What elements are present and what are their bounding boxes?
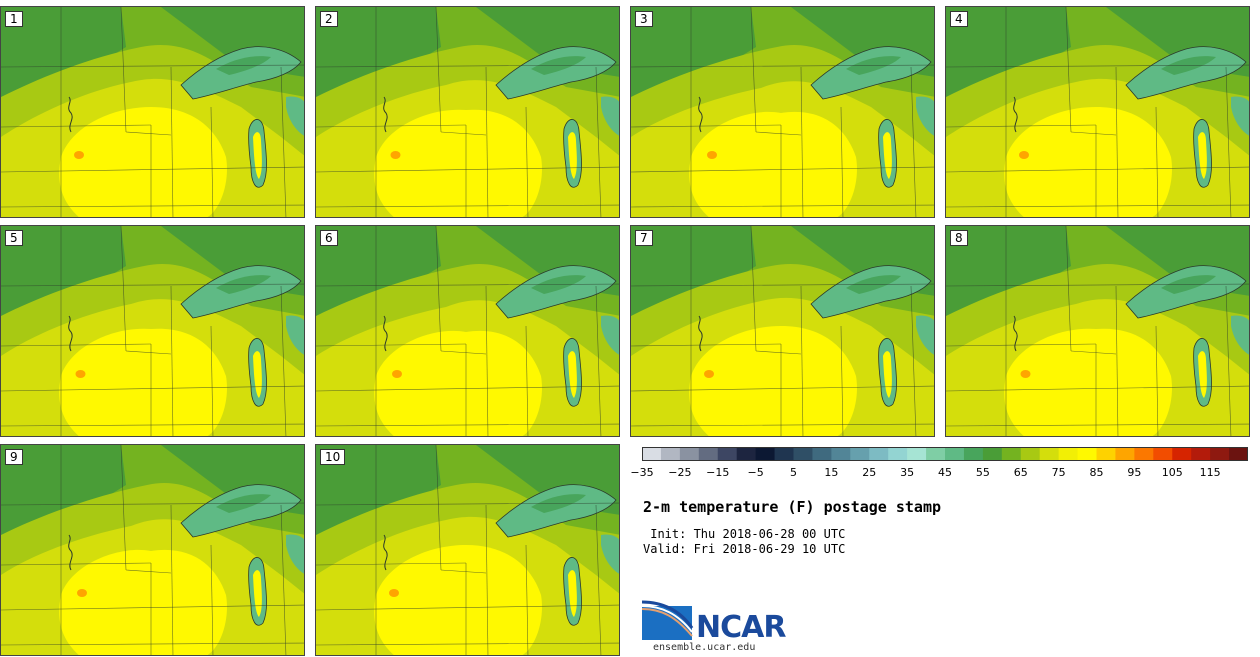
temperature-map: [316, 226, 619, 436]
colorbar-swatch: [869, 447, 889, 461]
colorbar-tick-label: 115: [1199, 466, 1221, 479]
colorbar-swatch: [698, 447, 719, 461]
colorbar-tick-label: −5: [747, 466, 764, 479]
colorbar-tick-label: 15: [824, 466, 839, 479]
temperature-colorbar: [642, 447, 1248, 461]
member-map-panel: 7: [630, 225, 935, 437]
colorbar-swatch: [982, 447, 1003, 461]
member-number-label: 3: [635, 11, 653, 27]
colorbar-swatch: [1210, 447, 1230, 461]
member-map-panel: 10: [315, 444, 620, 656]
ncar-logo-text: NCAR: [696, 610, 786, 645]
colorbar-tick-label: −15: [706, 466, 730, 479]
colorbar-tick-label: −35: [630, 466, 654, 479]
colorbar-swatch: [755, 447, 776, 461]
member-map-panel: 1: [0, 6, 305, 218]
temperature-map: [316, 7, 619, 217]
colorbar-swatch: [1153, 447, 1173, 461]
colorbar-swatch: [1039, 447, 1060, 461]
colorbar-tick-label: 5: [790, 466, 797, 479]
colorbar-tick-label: 25: [862, 466, 877, 479]
member-map-panel: 8: [945, 225, 1250, 437]
colorbar-swatch: [642, 447, 662, 461]
colorbar-tick-label: 35: [900, 466, 915, 479]
colorbar-tick-label: 55: [975, 466, 990, 479]
colorbar-swatch: [888, 447, 908, 461]
colorbar-tick-label: 85: [1089, 466, 1104, 479]
colorbar-tick-label: 105: [1161, 466, 1183, 479]
colorbar-swatch: [1001, 447, 1022, 461]
colorbar-swatch: [963, 447, 984, 461]
colorbar-swatch: [774, 447, 794, 461]
temperature-map: [1, 445, 304, 655]
temperature-map: [946, 226, 1249, 436]
temperature-map: [631, 7, 934, 217]
member-number-label: 7: [635, 230, 653, 246]
site-url: ensemble.ucar.edu: [653, 642, 756, 653]
colorbar-swatch: [1115, 447, 1135, 461]
member-number-label: 10: [320, 449, 346, 465]
temperature-map: [316, 445, 619, 655]
colorbar-tick-label: 95: [1127, 466, 1142, 479]
member-number-label: 2: [320, 11, 338, 27]
colorbar-swatch: [717, 447, 738, 461]
colorbar-swatch: [812, 447, 832, 461]
temperature-map: [946, 7, 1249, 217]
colorbar-swatch: [907, 447, 927, 461]
member-map-panel: 9: [0, 444, 305, 656]
member-number-label: 6: [320, 230, 338, 246]
member-number-label: 4: [950, 11, 968, 27]
colorbar-swatch: [660, 447, 681, 461]
colorbar-swatch: [1058, 447, 1079, 461]
temperature-map: [1, 7, 304, 217]
colorbar-swatch: [793, 447, 813, 461]
colorbar-swatch: [1229, 447, 1248, 461]
colorbar-swatch: [850, 447, 870, 461]
colorbar-tick-label: 45: [938, 466, 952, 479]
member-number-label: 1: [5, 11, 23, 27]
member-map-panel: 5: [0, 225, 305, 437]
colorbar-tick-label: 75: [1051, 466, 1066, 479]
member-map-panel: 2: [315, 6, 620, 218]
member-number-label: 8: [950, 230, 968, 246]
temperature-map: [1, 226, 304, 436]
colorbar-swatch: [1172, 447, 1192, 461]
ncar-logo-icon: [642, 600, 694, 640]
colorbar-swatch: [1134, 447, 1154, 461]
colorbar-tick-label: 65: [1013, 466, 1028, 479]
colorbar-swatch: [679, 447, 700, 461]
member-number-label: 9: [5, 449, 23, 465]
colorbar-swatch: [831, 447, 851, 461]
colorbar-tick-label: −25: [668, 466, 692, 479]
member-map-panel: 4: [945, 6, 1250, 218]
member-map-panel: 3: [630, 6, 935, 218]
init-time: Init: Thu 2018-06-28 00 UTC: [643, 527, 846, 541]
member-number-label: 5: [5, 230, 23, 246]
colorbar-swatch: [945, 447, 965, 461]
valid-time: Valid: Fri 2018-06-29 10 UTC: [643, 542, 846, 556]
colorbar-swatch: [926, 447, 946, 461]
colorbar-swatch: [1191, 447, 1211, 461]
colorbar-swatch: [1020, 447, 1041, 461]
chart-title: 2-m temperature (F) postage stamp: [643, 498, 942, 516]
member-map-panel: 6: [315, 225, 620, 437]
colorbar-swatch: [1096, 447, 1116, 461]
temperature-map: [631, 226, 934, 436]
colorbar-swatch: [736, 447, 757, 461]
colorbar-swatch: [1077, 447, 1097, 461]
